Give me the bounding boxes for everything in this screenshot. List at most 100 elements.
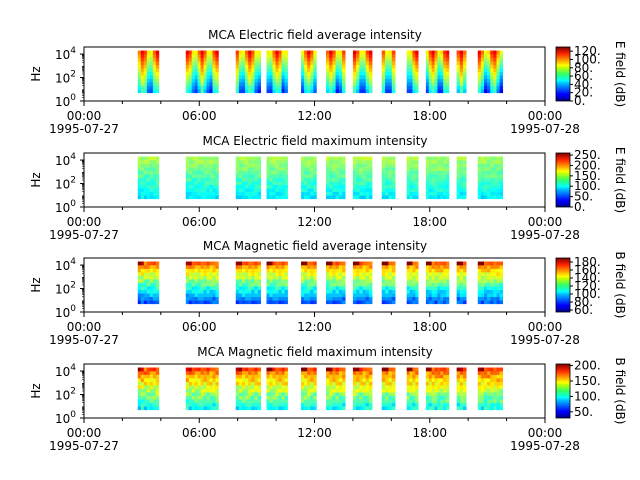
spectrogram-cell [137,163,142,168]
spectrogram-cell [194,392,198,397]
spectrogram-cell [381,167,386,171]
spectrogram-cell [359,181,363,186]
spectrogram-cell [241,293,246,298]
spectrogram-cell [412,293,416,298]
spectrogram-cell [490,286,494,291]
spectrogram-cell [368,163,373,168]
spectrogram-cell [257,300,262,305]
spectrogram-cell [257,296,262,301]
spectrogram-cell [281,156,285,161]
y-tick-base: 10 [55,201,70,215]
spectrogram-cell [209,177,213,182]
spectrogram-cell [155,160,160,164]
spectrogram-cell [241,177,246,182]
spectrogram-cell [185,293,190,298]
spectrogram-cell [215,293,219,298]
spectrogram-cell [440,378,444,382]
spectrogram-cell [281,82,285,87]
spectrogram-cell [391,163,396,168]
spectrogram-cell [428,399,432,404]
spectrogram-cell [406,275,410,280]
spectrogram-cell [368,191,373,196]
spectrogram-cell [152,82,157,87]
spectrogram-cell [254,177,258,182]
spectrogram-cell [412,160,416,164]
y-tick-label: 100 [55,199,76,215]
spectrogram-cell [313,64,317,69]
spectrogram-cell [365,61,370,65]
spectrogram-cell [197,188,201,193]
spectrogram-cell [284,181,288,186]
spectrogram-cell [352,78,357,83]
spectrogram-cell [251,156,255,161]
spectrogram-cell [269,381,273,386]
spectrogram-cell [152,378,157,382]
spectrogram-cell [248,289,252,294]
spectrogram-cell [149,385,154,389]
spectrogram-cell [368,395,373,400]
spectrogram-cell [437,289,441,294]
spectrogram-cell [352,279,357,283]
spectrogram-cell [146,163,151,168]
spectrogram-cell [307,374,311,379]
spectrogram-cell [415,181,419,186]
spectrogram-cell [200,85,204,90]
spectrogram-cell [140,195,145,200]
spectrogram-cell [487,378,491,382]
spectrogram-cell [391,57,396,62]
spectrogram-cell [463,261,467,266]
spectrogram-cell [493,195,497,200]
spectrogram-cell [313,265,317,269]
x-tick-date-label: 1995-07-27 [49,439,119,453]
y-axis-label: Hz [29,172,43,187]
spectrogram-cell [428,78,432,83]
spectrogram-cell [185,374,190,379]
spectrogram-cell [428,385,432,389]
spectrogram-cell [203,82,207,87]
spectrogram-cell [194,68,198,72]
spectrogram-cell [368,265,373,269]
spectrogram-cell [406,268,410,273]
spectrogram-cell [307,265,311,269]
spectrogram-cell [140,388,145,393]
spectrogram-cell [254,385,258,389]
spectrogram-cell [365,300,370,305]
spectrogram-cell [428,54,432,58]
spectrogram-cell [272,402,276,407]
spectrogram-cell [257,378,262,382]
spectrogram-cell [437,191,441,196]
spectrogram-cell [484,64,488,69]
spectrogram-cell [335,378,340,382]
spectrogram-cell [409,71,413,76]
spectrogram-cell [137,265,142,269]
spectrogram-cell [459,289,464,294]
spectrogram-cell [409,160,413,164]
y-tick-label: 104 [55,152,76,168]
spectrogram-cell [284,282,288,287]
spectrogram-cell [149,54,154,58]
spectrogram-cell [278,68,282,72]
spectrogram-cell [463,64,467,69]
spectrogram-cell [434,68,438,72]
spectrogram-cell [241,289,246,294]
spectrogram-cell [197,275,201,280]
spectrogram-cell [477,75,482,80]
spectrogram-cell [284,388,288,393]
spectrogram-cell [412,268,416,273]
spectrogram-cell [248,268,252,273]
spectrogram-cell [185,268,190,273]
spectrogram-cell [212,174,216,178]
spectrogram-cell [487,261,491,266]
spectrogram-cell [212,181,216,186]
spectrogram-cell [368,85,373,90]
spectrogram-cell [443,286,447,291]
spectrogram-cell [149,296,154,301]
spectrogram-cell [352,388,357,393]
spectrogram-cell [490,293,494,298]
spectrogram-cell [209,268,213,273]
spectrogram-cell [245,388,249,393]
spectrogram-cell [381,296,386,301]
spectrogram-cell [431,82,435,87]
spectrogram-cell [487,184,491,189]
spectrogram-cell [443,261,447,266]
